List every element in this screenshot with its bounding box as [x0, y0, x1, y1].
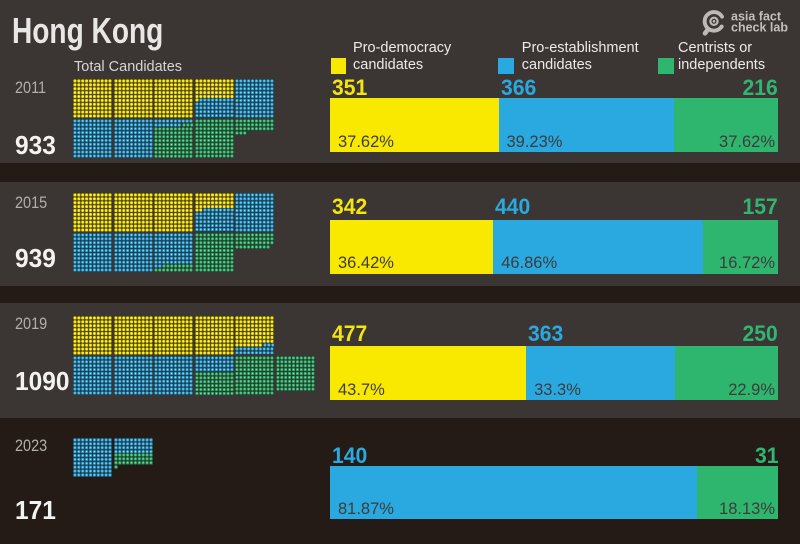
svg-text:asia fact: asia fact: [731, 10, 782, 24]
svg-text:check lab: check lab: [731, 21, 788, 35]
